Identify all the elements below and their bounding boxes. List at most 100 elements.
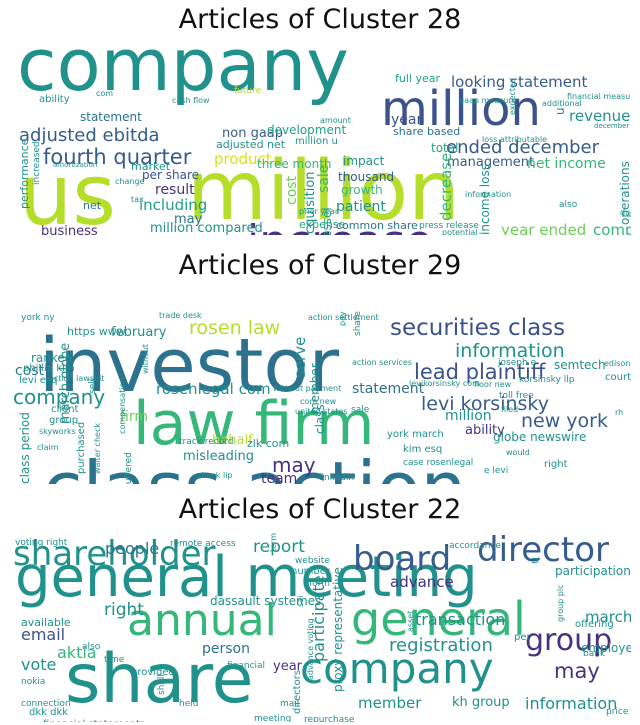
cloud-word: adjusted net — [216, 138, 286, 151]
cloud-word: growth — [341, 183, 383, 197]
cloud-word: kim esq — [403, 444, 443, 455]
cloud-word: operations — [618, 161, 631, 225]
cloud-word: increased — [32, 141, 42, 185]
cloud-word: price — [606, 707, 629, 717]
cloud-word: acquisition — [303, 171, 318, 235]
cloud-word: expense — [299, 218, 346, 231]
cloud-word: compared — [593, 221, 631, 236]
cloud-word: common share — [336, 219, 418, 232]
cloud-word: director — [477, 530, 609, 570]
cloud-word: suffered — [124, 452, 134, 484]
cloud-word: financial statements — [43, 720, 145, 723]
cloud-word: available — [21, 616, 71, 629]
cloud-word: company — [17, 35, 349, 107]
cloud-word: may — [554, 659, 600, 683]
cloud-word: performance — [18, 138, 31, 209]
cloud-word: market — [131, 160, 171, 173]
cloud-word: million — [445, 408, 492, 424]
cloud-word: us — [19, 146, 117, 235]
cloud-word: additional — [542, 99, 582, 108]
cloud-word: information — [455, 340, 565, 362]
cloud-word: levi korsinsky — [421, 393, 549, 415]
cloud-word: management — [447, 155, 535, 170]
cloud-word: e levi — [484, 466, 509, 476]
cloud-word: levikorsinsky com — [409, 379, 480, 388]
cloud-word: million — [187, 144, 461, 235]
cloud-word: potential — [442, 228, 478, 236]
cloud-word: ranked — [31, 351, 73, 365]
cloud-word: three month — [257, 157, 332, 171]
cloud-word: pay — [338, 311, 347, 326]
cloud-word: purchased — [76, 421, 87, 474]
cloud-word: sell — [88, 378, 98, 394]
cloud-word: held — [179, 699, 199, 709]
cloud-word: change — [115, 177, 145, 186]
cloud-word: cost — [15, 363, 45, 379]
cloud-word: trade desk — [159, 311, 202, 320]
cloud-word: securities class — [390, 315, 566, 341]
cloud-word: remote access — [170, 539, 236, 549]
cloud-word: sale — [316, 164, 332, 193]
cloud-word: million — [381, 81, 541, 137]
cloud-word: dassault systemes — [210, 594, 322, 608]
cloud-word: total — [431, 141, 459, 155]
cloud-word: amortization — [53, 161, 98, 169]
cloud-word: joseph e — [498, 358, 537, 368]
cloud-word: dkk dkk — [29, 707, 69, 718]
cloud-word: person — [202, 641, 250, 657]
cloud-word: company — [13, 385, 106, 409]
cloud-word: nokia — [21, 677, 46, 687]
cloud-word: law firm — [133, 389, 375, 459]
cloud-word: statement — [352, 381, 425, 397]
cloud-word: client — [51, 404, 79, 415]
cloud-word: rosenlegal com — [156, 380, 271, 398]
cloud-word: rosen law — [189, 317, 281, 339]
cloud-word: full year — [395, 72, 440, 85]
cloud-word: edison — [604, 359, 631, 368]
cloud-word: product — [214, 150, 272, 168]
cloud-word: cost — [284, 175, 300, 205]
cloud-word: thousand — [338, 170, 395, 184]
cloud-word: globe newswire — [493, 430, 587, 444]
cloud-word: advance — [390, 573, 454, 591]
cloud-word: group plc — [556, 584, 565, 622]
cloud-word: ability — [465, 423, 505, 438]
cloud-word: per — [514, 632, 531, 643]
cloud-word: korsinsky llp — [519, 375, 575, 385]
cloud-word: mail — [280, 699, 300, 709]
cloud-word: right — [104, 600, 144, 620]
cloud-word: term — [269, 533, 278, 552]
cloud-word: member — [358, 694, 422, 712]
cloud-word: group — [525, 623, 613, 658]
cloud-word: participation — [555, 564, 631, 578]
cloud-word: income loss — [478, 164, 492, 235]
cloud-word: court — [605, 372, 631, 383]
cloud-word: action lawsuit — [49, 374, 105, 383]
cloud-word: linkedin — [319, 473, 355, 483]
cloud-word: track record — [179, 437, 234, 447]
cloud-word: registration — [389, 635, 493, 656]
cloud-word: march — [585, 608, 631, 626]
cloud-word: case rosenlegal — [403, 458, 474, 468]
cloud-word: behalf — [212, 433, 253, 448]
cloud-word: result — [155, 182, 195, 198]
cloud-word: class action — [43, 452, 466, 484]
cloud-word: com — [96, 89, 114, 98]
cloud-word: phillip kim — [23, 363, 75, 374]
cloud-word: vessel — [320, 207, 334, 235]
cloud-word: class — [313, 404, 327, 434]
cloud-word: advance voting — [306, 618, 315, 680]
cloud-word: may — [272, 453, 316, 477]
cloud-word: connection — [21, 699, 71, 709]
cloud-word: claim — [37, 443, 59, 452]
cloud-word: right — [544, 459, 568, 470]
cloud-word: share based — [393, 125, 461, 138]
cloud-word: accordance — [449, 541, 501, 551]
cloud-word: march globe — [58, 342, 73, 424]
cloud-word: asset — [406, 610, 415, 632]
cloud-word: business — [41, 224, 98, 235]
cloud-word: levi esq — [19, 375, 58, 386]
word-cloud: companymillionusmillionincreaseforward l… — [9, 35, 631, 235]
cloud-word: form — [309, 579, 330, 589]
